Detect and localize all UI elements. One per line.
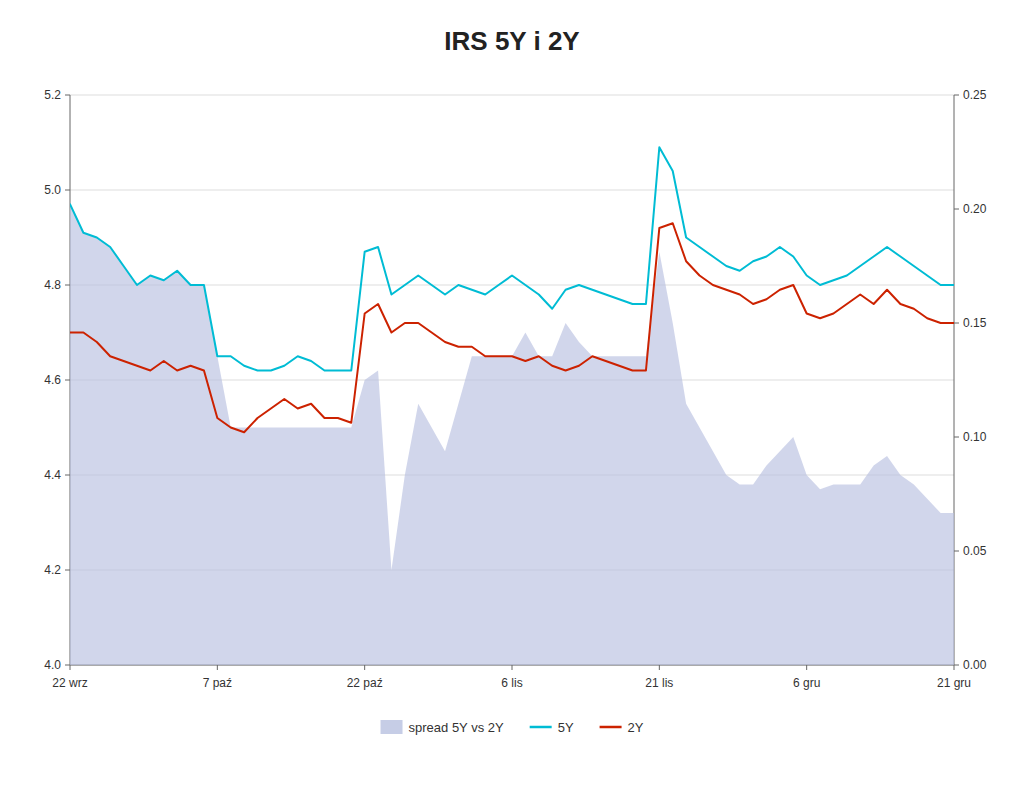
grid — [70, 95, 954, 665]
legend-item: spread 5Y vs 2Y — [381, 720, 504, 735]
x-tick-label: 21 gru — [937, 676, 971, 690]
legend-label: spread 5Y vs 2Y — [409, 720, 504, 735]
y2-tick-label: 0.10 — [963, 430, 987, 444]
legend-item: 2Y — [600, 720, 644, 735]
area — [70, 204, 954, 665]
tick-mark — [512, 665, 513, 670]
tick-mark — [659, 665, 660, 670]
x-tick-label: 6 lis — [501, 676, 522, 690]
tick-mark — [954, 323, 959, 324]
title: IRS 5Y i 2Y — [444, 26, 579, 56]
y-tick-label: 4.8 — [44, 278, 61, 292]
tick-mark — [806, 665, 807, 670]
legend-swatch — [381, 720, 403, 734]
legend-item: 5Y — [530, 720, 574, 735]
y-tick-label: 4.0 — [44, 658, 61, 672]
tick-mark — [954, 551, 959, 552]
legend: spread 5Y vs 2Y 5Y 2Y — [381, 720, 644, 735]
legend-swatch — [600, 726, 622, 729]
y2-tick-label: 0.15 — [963, 316, 987, 330]
tick-mark — [217, 665, 218, 670]
tick-mark — [65, 665, 70, 666]
tick-mark — [65, 95, 70, 96]
tick-mark — [954, 209, 959, 210]
y2-tick-label: 0.25 — [963, 88, 987, 102]
tick-mark — [65, 570, 70, 571]
tick-mark — [65, 285, 70, 286]
tick-mark — [954, 665, 959, 666]
y-tick-label: 4.2 — [44, 563, 61, 577]
x-tick-label: 7 paź — [203, 676, 232, 690]
chart: IRS 5Y i 2Y 4.0 4.2 4.4 4.6 4.8 5.0 5.2 0.00 0.05… — [0, 0, 1024, 791]
tick-mark — [954, 437, 959, 438]
tick-mark — [65, 475, 70, 476]
legend-label: 5Y — [558, 720, 574, 735]
grid-line — [70, 190, 954, 191]
y-tick-label: 5.2 — [44, 88, 61, 102]
tick-mark — [65, 380, 70, 381]
tick-mark — [364, 665, 365, 670]
axes: 4.0 4.2 4.4 4.6 4.8 5.0 5.2 0.00 0.05 0.10 0.15 0.2… — [44, 88, 986, 690]
tick-mark — [65, 190, 70, 191]
y-tick-label: 4.4 — [44, 468, 61, 482]
grid-line — [70, 95, 954, 96]
x-tick-label: 22 paź — [347, 676, 383, 690]
tick-mark — [954, 95, 959, 96]
x-tick-label: 6 gru — [793, 676, 820, 690]
legend-label: 2Y — [628, 720, 644, 735]
y2-tick-label: 0.00 — [963, 658, 987, 672]
legend-swatch — [530, 726, 552, 729]
line — [70, 147, 954, 370]
tick-mark — [954, 665, 955, 670]
y-tick-label: 5.0 — [44, 183, 61, 197]
y2-tick-label: 0.05 — [963, 544, 987, 558]
tick-mark — [70, 665, 71, 670]
plot-area — [70, 147, 954, 665]
x-tick-label: 21 lis — [645, 676, 673, 690]
line — [70, 223, 954, 432]
y-tick-label: 4.6 — [44, 373, 61, 387]
y2-tick-label: 0.20 — [963, 202, 987, 216]
x-tick-label: 22 wrz — [52, 676, 87, 690]
